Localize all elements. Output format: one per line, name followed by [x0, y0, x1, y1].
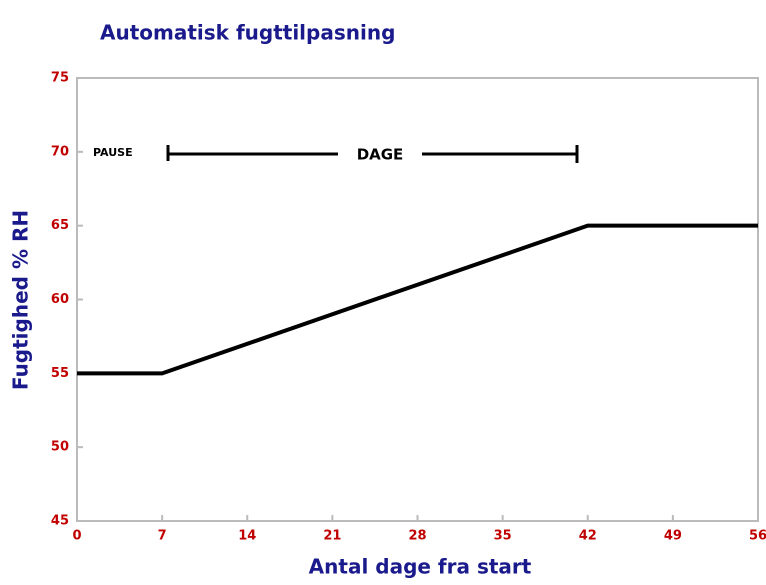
x-tick-label: 21 — [323, 529, 341, 544]
annotation: DAGE — [357, 146, 404, 164]
x-tick-label: 28 — [408, 529, 426, 544]
data-line — [77, 223, 758, 376]
plot-frame — [76, 77, 759, 522]
x-tick-label: 56 — [749, 529, 766, 544]
y-tick-label: 70 — [51, 144, 69, 159]
y-tick-label: 55 — [51, 366, 69, 381]
x-tick-label: 35 — [494, 529, 512, 544]
x-tick-label: 7 — [158, 529, 167, 544]
y-tick-label: 65 — [51, 218, 69, 233]
x-tick-label: 49 — [664, 529, 682, 544]
chart-title: Automatisk fugttilpasning — [100, 21, 395, 45]
annotation: PAUSE — [93, 146, 133, 159]
y-tick-label: 45 — [51, 514, 69, 529]
y-tick-label: 50 — [51, 440, 69, 455]
x-tick-label: 0 — [72, 529, 81, 544]
x-axis-label: Antal dage fra start — [309, 555, 532, 579]
x-tick-label: 14 — [238, 529, 256, 544]
y-tick-label: 60 — [51, 292, 69, 307]
y-axis-label: Fugtighed % RH — [9, 210, 33, 390]
x-tick-label: 42 — [579, 529, 597, 544]
annotation-bracket — [166, 145, 579, 163]
y-tick-label: 75 — [51, 71, 69, 86]
